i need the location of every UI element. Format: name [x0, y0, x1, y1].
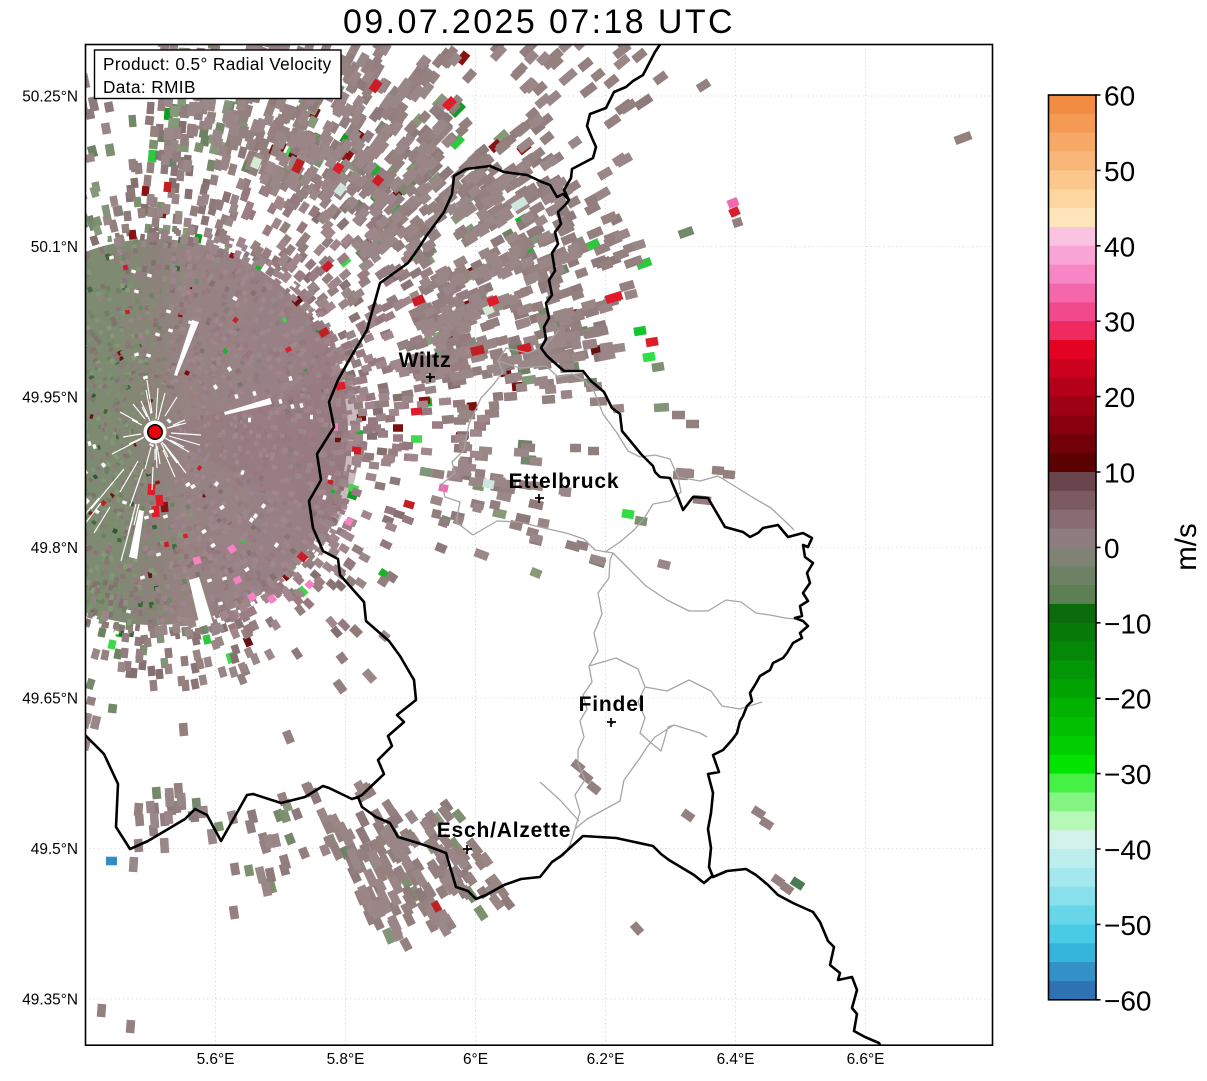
svg-text:40: 40	[1104, 231, 1135, 262]
svg-text:Product: 0.5° Radial Velocity: Product: 0.5° Radial Velocity	[103, 54, 332, 74]
svg-text:50.1°N: 50.1°N	[31, 239, 78, 256]
svg-text:6.4°E: 6.4°E	[717, 1051, 755, 1068]
svg-text:49.5°N: 49.5°N	[31, 841, 78, 858]
svg-text:−10: −10	[1104, 608, 1152, 639]
svg-text:50.25°N: 50.25°N	[22, 89, 78, 106]
svg-text:m/s: m/s	[1170, 523, 1203, 571]
svg-text:−20: −20	[1104, 684, 1152, 715]
svg-text:Wiltz: Wiltz	[399, 349, 452, 372]
svg-text:6.2°E: 6.2°E	[587, 1051, 625, 1068]
svg-text:−40: −40	[1104, 835, 1152, 866]
svg-text:49.95°N: 49.95°N	[22, 390, 78, 407]
svg-text:6°E: 6°E	[463, 1051, 488, 1068]
svg-text:Findel: Findel	[579, 693, 646, 716]
svg-text:−30: −30	[1104, 759, 1152, 790]
svg-text:49.35°N: 49.35°N	[22, 992, 78, 1009]
svg-text:Esch/Alzette: Esch/Alzette	[437, 819, 571, 842]
svg-text:50: 50	[1104, 156, 1135, 187]
svg-text:49.65°N: 49.65°N	[22, 691, 78, 708]
svg-text:49.8°N: 49.8°N	[31, 540, 78, 557]
svg-text:20: 20	[1104, 382, 1135, 413]
svg-text:6.6°E: 6.6°E	[847, 1051, 885, 1068]
svg-text:09.07.2025 07:18 UTC: 09.07.2025 07:18 UTC	[343, 3, 735, 41]
svg-text:0: 0	[1104, 533, 1120, 564]
svg-text:Ettelbruck: Ettelbruck	[509, 470, 620, 493]
svg-text:5.8°E: 5.8°E	[327, 1051, 365, 1068]
svg-text:5.6°E: 5.6°E	[197, 1051, 235, 1068]
svg-text:10: 10	[1104, 458, 1135, 489]
svg-text:60: 60	[1104, 81, 1135, 112]
svg-text:Data: RMIB: Data: RMIB	[103, 77, 196, 97]
svg-text:30: 30	[1104, 307, 1135, 338]
svg-text:−50: −50	[1104, 910, 1152, 941]
svg-text:−60: −60	[1104, 985, 1152, 1016]
